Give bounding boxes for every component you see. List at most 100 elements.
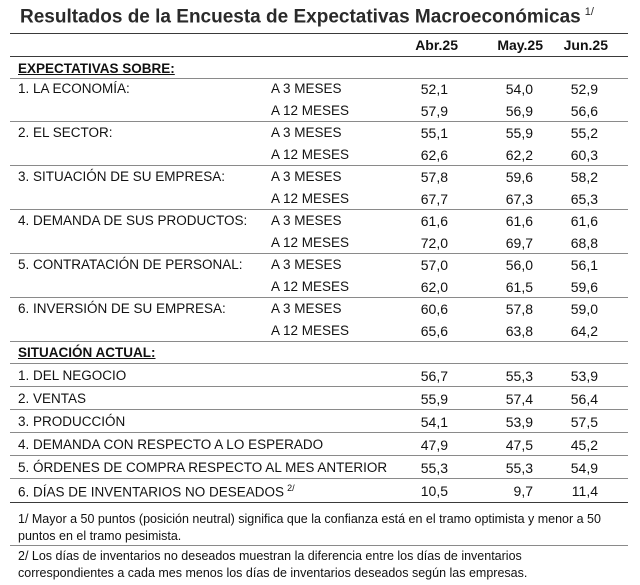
value-cell: 67,7 — [420, 191, 448, 207]
value-cell: 60,3 — [570, 147, 598, 163]
divider — [10, 78, 628, 79]
value-cell: 55,3 — [505, 460, 533, 476]
situacion-row-label: 1. DEL NEGOCIO — [18, 368, 127, 383]
situacion-row-label: 2. VENTAS — [18, 391, 87, 406]
value-cell: 61,6 — [570, 213, 598, 229]
value-cell: 55,9 — [420, 391, 448, 407]
horizon-label: A 3 MESES — [271, 301, 342, 316]
value-cell: 55,2 — [570, 125, 598, 141]
value-cell: 62,0 — [420, 279, 448, 295]
value-cell: 55,3 — [420, 460, 448, 476]
value-cell: 57,8 — [420, 169, 448, 185]
value-cell: 65,3 — [570, 191, 598, 207]
horizon-label: A 3 MESES — [271, 257, 342, 272]
value-cell: 61,6 — [505, 213, 533, 229]
footnote-2: 2/ Los días de inventarios no deseados m… — [18, 549, 528, 580]
divider — [10, 432, 628, 433]
value-cell: 59,6 — [505, 169, 533, 185]
horizon-label: A 3 MESES — [271, 213, 342, 228]
footnote-1: 1/ Mayor a 50 puntos (posición neutral) … — [18, 512, 601, 543]
horizon-label: A 12 MESES — [271, 279, 350, 294]
value-cell: 56,4 — [570, 391, 598, 407]
situacion-row-label: 5. ÓRDENES DE COMPRA RESPECTO AL MES ANT… — [18, 460, 388, 475]
value-cell: 53,9 — [505, 414, 533, 430]
value-cell: 69,7 — [505, 235, 533, 251]
divider — [10, 386, 628, 387]
value-cell: 56,7 — [420, 368, 448, 384]
horizon-label: A 12 MESES — [271, 235, 350, 250]
value-cell: 47,5 — [505, 437, 533, 453]
value-cell: 62,6 — [420, 147, 448, 163]
col-header-jun: Jun.25 — [563, 37, 608, 53]
value-cell: 52,9 — [570, 81, 598, 97]
group-label: 3. SITUACIÓN DE SU EMPRESA: — [18, 169, 226, 184]
value-cell: 55,1 — [420, 125, 448, 141]
divider — [10, 253, 628, 254]
section-heading-situacion: SITUACIÓN ACTUAL: — [18, 345, 156, 360]
value-cell: 10,5 — [420, 483, 448, 499]
value-cell: 60,6 — [420, 301, 448, 317]
horizon-label: A 3 MESES — [271, 125, 342, 140]
value-cell: 59,6 — [570, 279, 598, 295]
divider — [10, 363, 628, 364]
col-header-abr: Abr.25 — [415, 37, 458, 53]
value-cell: 54,0 — [505, 81, 533, 97]
horizon-label: A 12 MESES — [271, 103, 350, 118]
value-cell: 56,6 — [570, 103, 598, 119]
divider — [10, 121, 628, 122]
horizon-label: A 3 MESES — [271, 81, 342, 96]
situacion-row-label: 4. DEMANDA CON RESPECTO A LO ESPERADO — [18, 437, 324, 452]
row-footnote-ref: 2/ — [287, 483, 295, 493]
value-cell: 59,0 — [570, 301, 598, 317]
col-header-may: May.25 — [497, 37, 543, 53]
divider — [10, 209, 628, 210]
value-cell: 53,9 — [570, 368, 598, 384]
title-footnote-ref: 1/ — [584, 6, 594, 18]
divider — [10, 165, 628, 166]
group-label: 4. DEMANDA DE SUS PRODUCTOS: — [18, 213, 248, 228]
value-cell: 57,8 — [505, 301, 533, 317]
group-label: 1. LA ECONOMÍA: — [18, 81, 130, 96]
value-cell: 47,9 — [420, 437, 448, 453]
value-cell: 67,3 — [505, 191, 533, 207]
value-cell: 45,2 — [570, 437, 598, 453]
horizon-label: A 12 MESES — [271, 147, 350, 162]
value-cell: 65,6 — [420, 323, 448, 339]
value-cell: 56,1 — [570, 257, 598, 273]
value-cell: 55,9 — [505, 125, 533, 141]
value-cell: 9,7 — [513, 483, 533, 499]
group-label: 2. EL SECTOR: — [18, 125, 113, 140]
value-cell: 11,4 — [571, 483, 598, 499]
value-cell: 56,9 — [505, 103, 533, 119]
value-cell: 63,8 — [505, 323, 533, 339]
value-cell: 57,4 — [505, 391, 533, 407]
divider — [10, 409, 628, 410]
divider — [10, 297, 628, 298]
value-cell: 57,9 — [420, 103, 448, 119]
horizon-label: A 3 MESES — [271, 169, 342, 184]
horizon-label: A 12 MESES — [271, 191, 350, 206]
value-cell: 55,3 — [505, 368, 533, 384]
section-heading-expectativas: EXPECTATIVAS SOBRE: — [18, 61, 175, 76]
divider — [10, 478, 628, 479]
value-cell: 72,0 — [420, 235, 448, 251]
value-cell: 54,1 — [420, 414, 448, 430]
group-label: 6. INVERSIÓN DE SU EMPRESA: — [18, 301, 226, 316]
value-cell: 62,2 — [505, 147, 533, 163]
value-cell: 61,6 — [420, 213, 448, 229]
situacion-row-label: 6. DÍAS DE INVENTARIOS NO DESEADOS 2/ — [18, 483, 295, 500]
value-cell: 58,2 — [570, 169, 598, 185]
value-cell: 56,0 — [505, 257, 533, 273]
value-cell: 54,9 — [570, 460, 598, 476]
footnote-divider — [10, 545, 628, 546]
header-top-rule — [10, 33, 628, 34]
value-cell: 68,8 — [570, 235, 598, 251]
divider — [10, 341, 628, 342]
value-cell: 64,2 — [570, 323, 598, 339]
header-bottom-rule — [10, 56, 628, 57]
value-cell: 57,0 — [420, 257, 448, 273]
value-cell: 52,1 — [420, 81, 448, 97]
horizon-label: A 12 MESES — [271, 323, 350, 338]
situacion-row-label: 3. PRODUCCIÓN — [18, 414, 126, 429]
divider — [10, 455, 628, 456]
